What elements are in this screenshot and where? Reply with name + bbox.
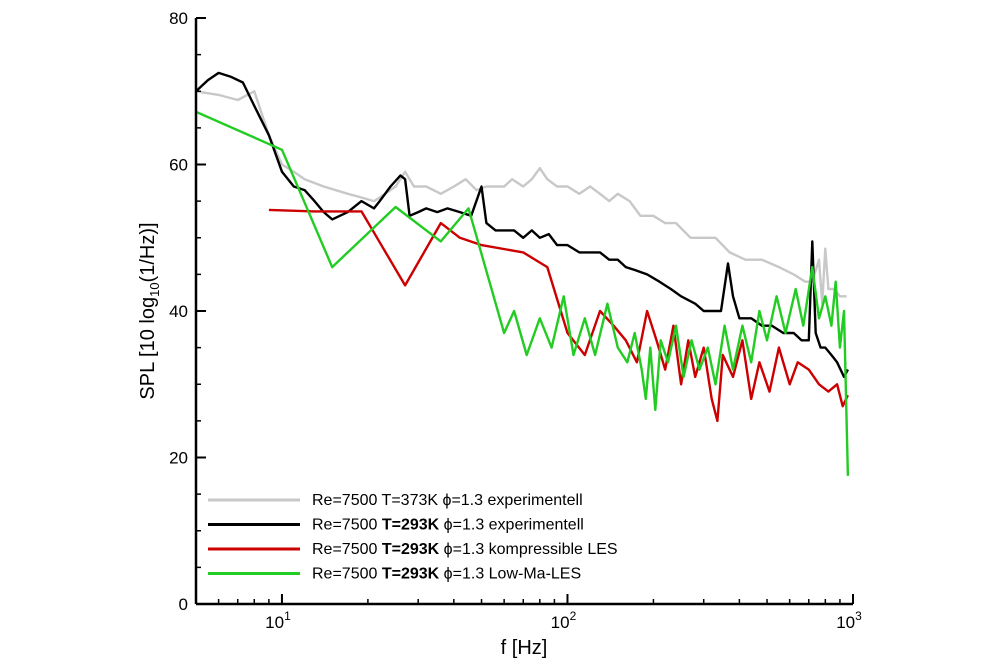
legend-item: Re=7500 T=373K ϕ=1.3 experimentell (208, 492, 583, 509)
x-tick-base: 10 (836, 613, 855, 632)
series-line-1 (196, 90, 847, 305)
y-axis-title: SPL [10 log10(1/Hz)] (137, 222, 162, 399)
y-axis-title-subscript: 10 (147, 282, 162, 296)
x-tick-exponent: 3 (855, 609, 862, 623)
legend-item: Re=7500 T=293K ϕ=1.3 Low-Ma-LES (208, 566, 581, 583)
y-axis-title-main: SPL [10 log (137, 297, 159, 400)
legend-label: Re=7500 T=373K ϕ=1.3 experimentell (312, 492, 583, 509)
x-tick-exponent: 2 (570, 609, 577, 623)
series-line-4 (196, 110, 850, 476)
legend: Re=7500 T=373K ϕ=1.3 experimentell Re=750… (208, 492, 618, 583)
y-tick-label: 80 (169, 9, 188, 28)
x-tick-exponent: 1 (284, 609, 291, 623)
legend-label: Re=7500 T=293K ϕ=1.3 kompressible LES (312, 541, 618, 558)
x-tick-label: 102 (551, 609, 577, 632)
x-tick-label: 103 (836, 609, 862, 632)
series-line-3 (268, 208, 849, 423)
x-tick-base: 10 (551, 613, 570, 632)
legend-label: Re=7500 T=293K ϕ=1.3 Low-Ma-LES (312, 566, 581, 583)
y-tick-label: 60 (169, 156, 188, 175)
legend-label: Re=7500 T=293K ϕ=1.3 experimentell (312, 517, 584, 534)
y-tick-label: 20 (169, 449, 188, 468)
y-tick-label: 40 (169, 302, 188, 321)
x-axis-title: f [Hz] (501, 637, 548, 659)
x-tick-base: 10 (265, 613, 284, 632)
legend-item: Re=7500 T=293K ϕ=1.3 kompressible LES (208, 541, 618, 558)
legend-item: Re=7500 T=293K ϕ=1.3 experimentell (208, 517, 584, 534)
series-layer (196, 71, 850, 476)
y-ticks: 0 20 40 60 80 (169, 9, 206, 614)
x-ticks: 101 102 103 (195, 594, 862, 632)
x-tick-label: 101 (265, 609, 291, 632)
y-axis-title-rest: (1/Hz)] (137, 222, 159, 282)
series-line-2 (196, 71, 849, 379)
y-tick-label: 0 (179, 595, 188, 614)
